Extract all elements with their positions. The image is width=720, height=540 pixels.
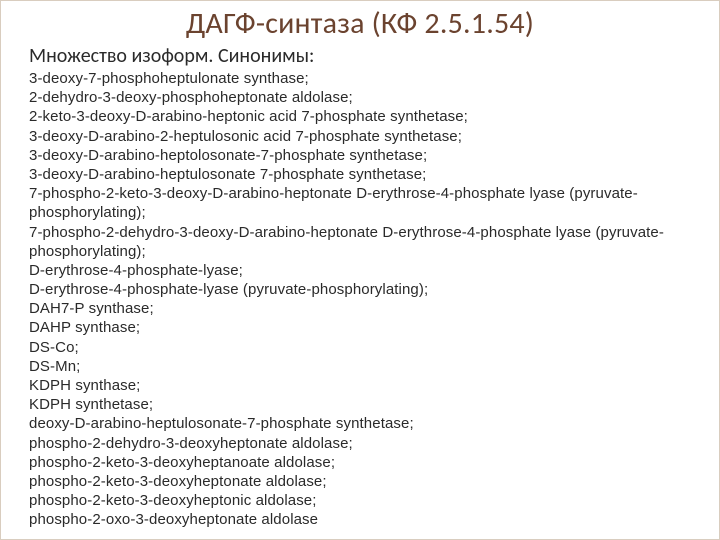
synonym-item: 7-phospho-2-keto-3-deoxy-D-arabino-hepto…	[29, 184, 691, 222]
synonym-item: DAH7-P synthase;	[29, 299, 691, 318]
synonym-item: 2-keto-3-deoxy-D-arabino-heptonic acid 7…	[29, 107, 691, 126]
synonym-item: phospho-2-keto-3-deoxyheptonate aldolase…	[29, 472, 691, 491]
synonym-item: phospho-2-oxo-3-deoxyheptonate aldolase	[29, 510, 691, 529]
synonym-item: DS-Mn;	[29, 357, 691, 376]
synonym-item: phospho-2-keto-3-deoxyheptonic aldolase;	[29, 491, 691, 510]
synonym-item: DS-Co;	[29, 338, 691, 357]
synonym-item: KDPH synthase;	[29, 376, 691, 395]
synonym-item: KDPH synthetase;	[29, 395, 691, 414]
synonym-item: D-erythrose-4-phosphate-lyase (pyruvate-…	[29, 280, 691, 299]
synonym-item: 2-dehydro-3-deoxy-phosphoheptonate aldol…	[29, 88, 691, 107]
slide-title: ДАГФ-синтаза (КФ 2.5.1.54)	[29, 5, 691, 42]
synonym-item: phospho-2-keto-3-deoxyheptanoate aldolas…	[29, 453, 691, 472]
synonym-item: 3-deoxy-D-arabino-heptolosonate-7-phosph…	[29, 146, 691, 165]
synonym-item: deoxy-D-arabino-heptulosonate-7-phosphat…	[29, 414, 691, 433]
synonym-item: 3-deoxy-7-phosphoheptulonate synthase;	[29, 69, 691, 88]
synonym-item: 3-deoxy-D-arabino-2-heptulosonic acid 7-…	[29, 127, 691, 146]
synonym-item: 7-phospho-2-dehydro-3-deoxy-D-arabino-he…	[29, 223, 691, 261]
synonym-item: 3-deoxy-D-arabino-heptulosonate 7-phosph…	[29, 165, 691, 184]
slide: ДАГФ-синтаза (КФ 2.5.1.54) Множество изо…	[0, 0, 720, 540]
synonym-item: D-erythrose-4-phosphate-lyase;	[29, 261, 691, 280]
synonym-item: DAHP synthase;	[29, 318, 691, 337]
synonym-item: phospho-2-dehydro-3-deoxyheptonate aldol…	[29, 434, 691, 453]
synonym-list: 3-deoxy-7-phosphoheptulonate synthase;2-…	[29, 69, 691, 530]
slide-subtitle: Множество изоформ. Синонимы:	[29, 44, 691, 68]
